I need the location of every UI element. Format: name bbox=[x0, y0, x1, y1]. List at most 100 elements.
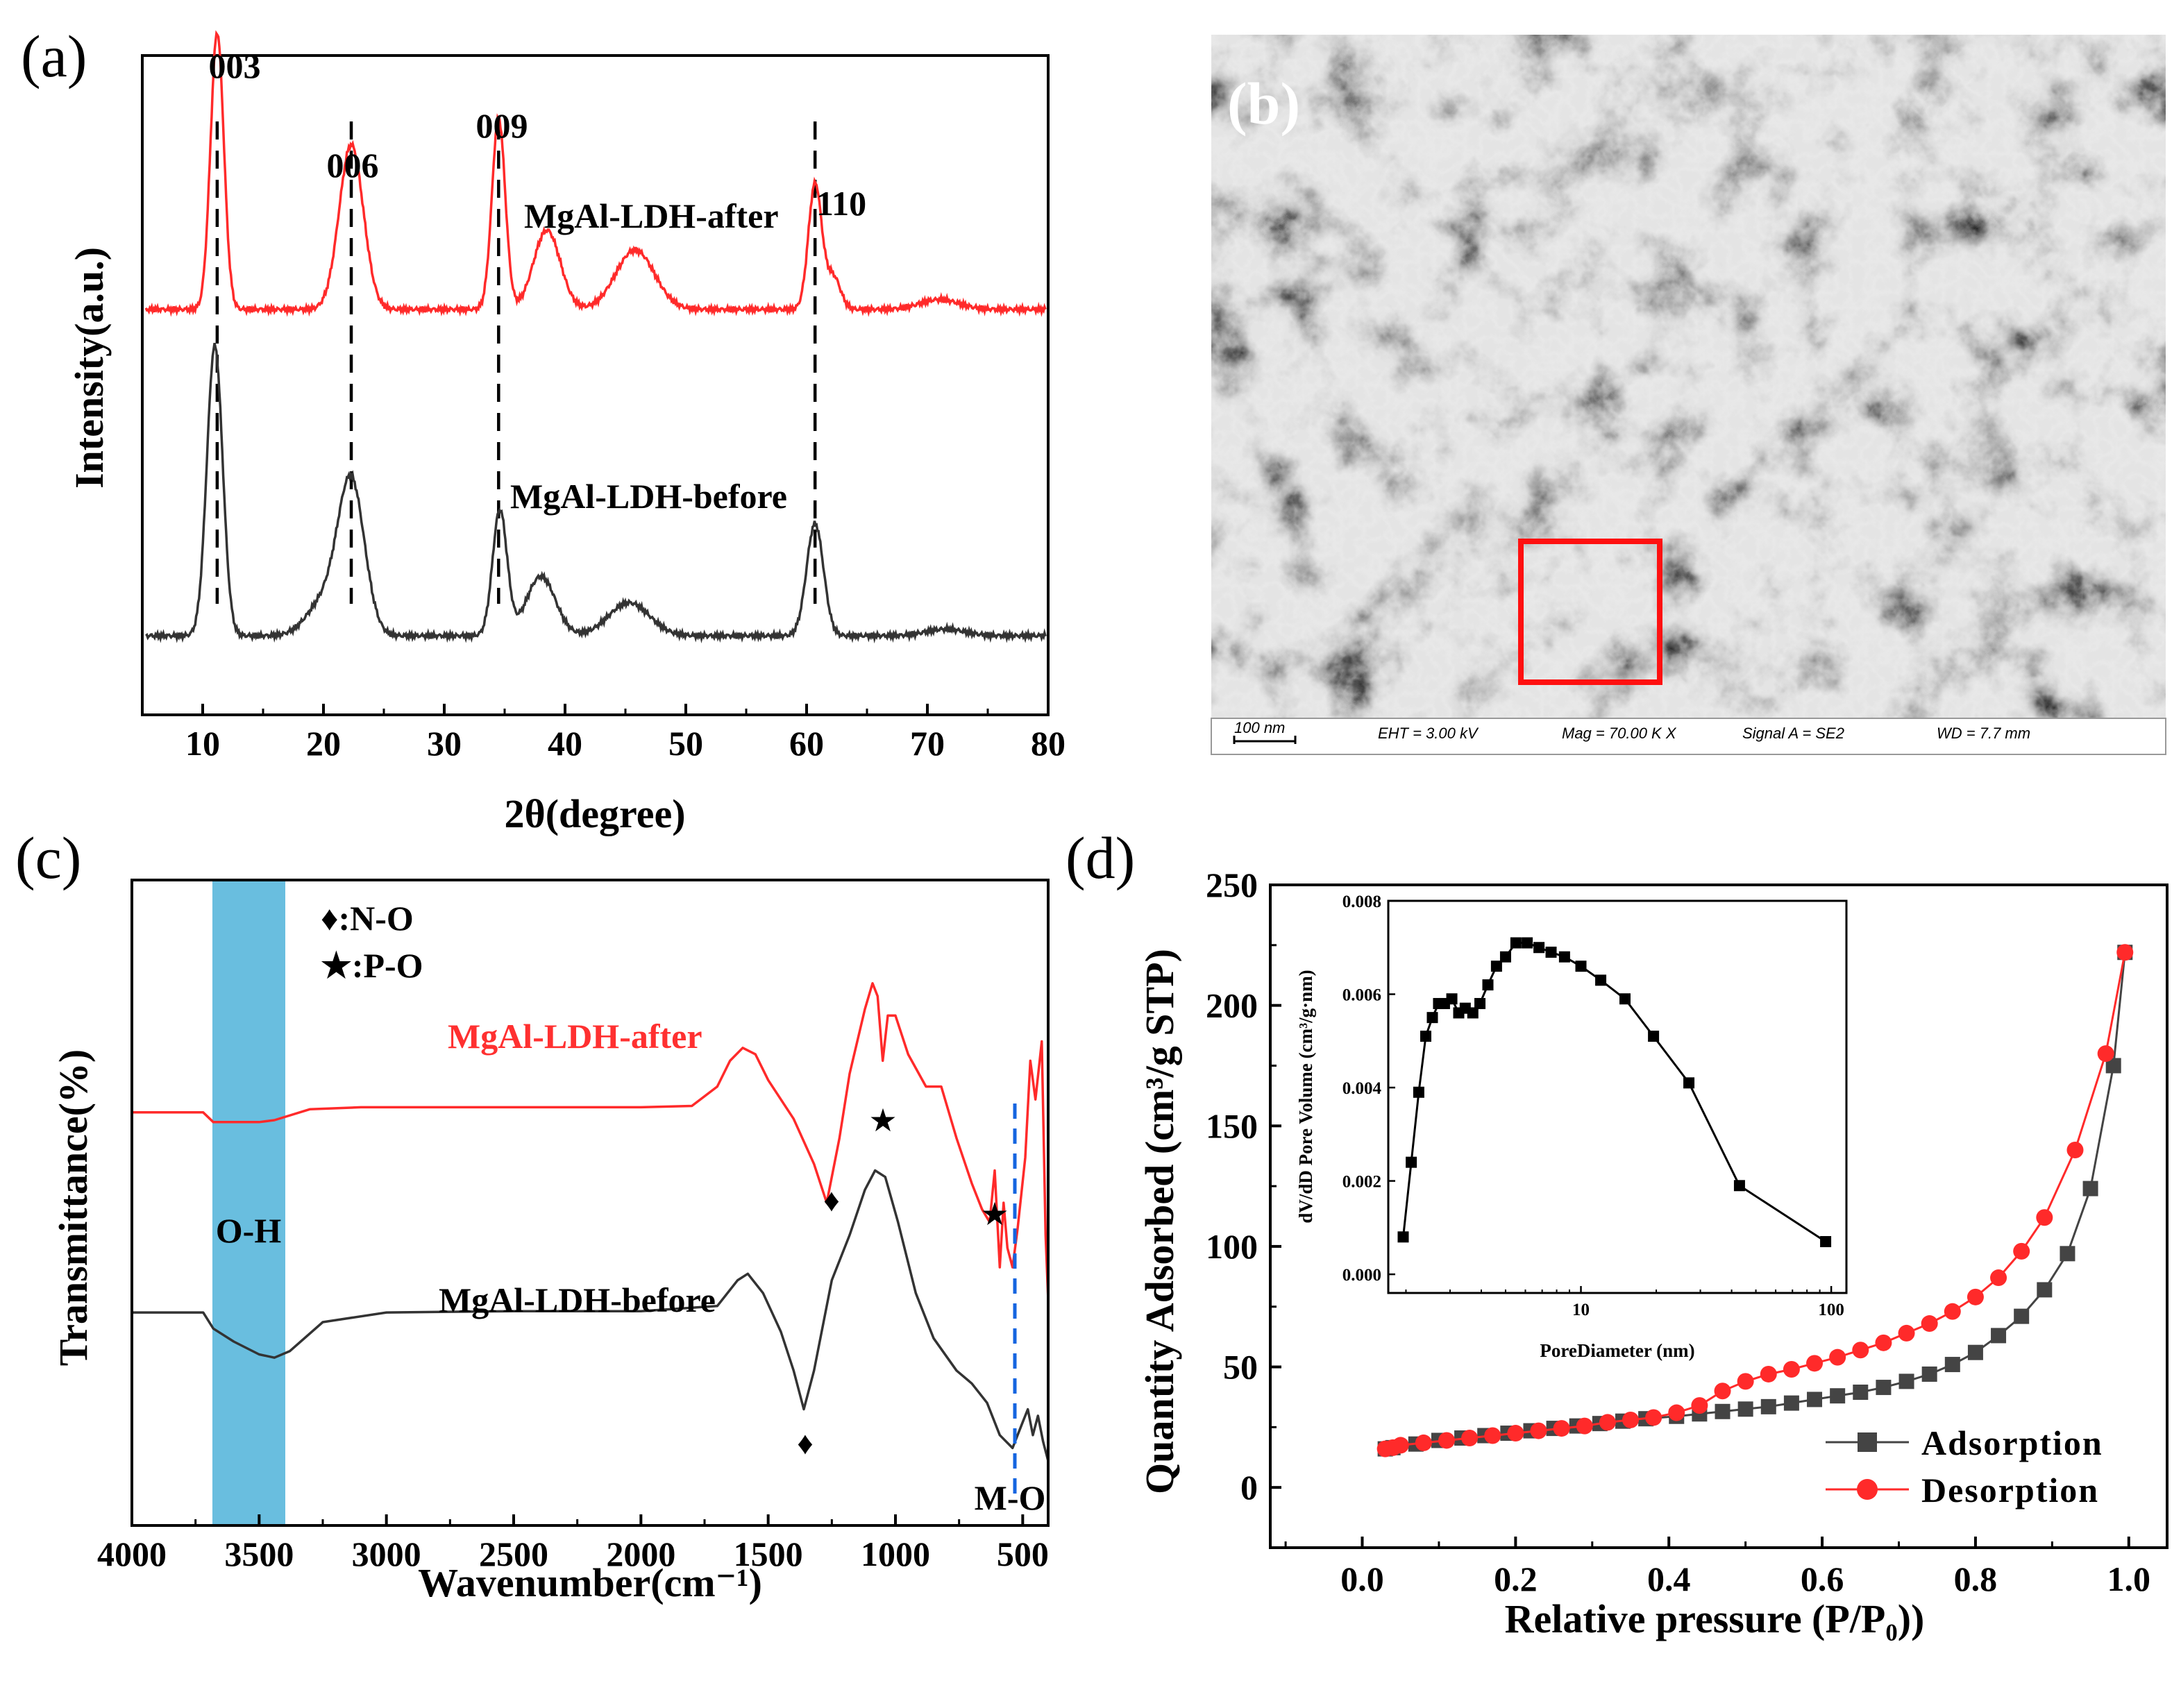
pore-distribution-point bbox=[1683, 1077, 1695, 1089]
c-x-tick-label: 3500 bbox=[224, 1534, 294, 1573]
desorption-point bbox=[1376, 1440, 1394, 1457]
sem-highlight-box bbox=[1518, 539, 1662, 685]
panel-d-inset: 10 100 0.000 0.002 0.004 0.006 0.008 PoreDiame… bbox=[1295, 893, 1848, 1361]
desorption-point bbox=[1921, 1315, 1938, 1333]
inset-x-tick-label: 10 bbox=[1572, 1301, 1590, 1319]
d-y-tick-label: 0 bbox=[1240, 1468, 1258, 1507]
inset-x-tick-label: 100 bbox=[1818, 1301, 1844, 1319]
panel-b: 100 nm EHT = 3.00 kV Mag = 70.00 K X Sig… bbox=[1211, 35, 2166, 755]
desorption-point bbox=[1576, 1417, 1593, 1435]
panel-c-y-axis-title: Transmittance(%) bbox=[51, 1049, 96, 1366]
mo-label: M-O bbox=[975, 1478, 1046, 1517]
desorption-point bbox=[1415, 1434, 1432, 1451]
adsorption-point bbox=[1944, 1357, 1960, 1373]
pore-distribution-point bbox=[1820, 1236, 1832, 1248]
desorption-point bbox=[1875, 1334, 1892, 1351]
c-x-tick-label: 2500 bbox=[479, 1534, 548, 1573]
legend-adsorption-marker bbox=[1858, 1432, 1877, 1452]
desorption-point bbox=[1967, 1288, 1984, 1305]
inset-background bbox=[1388, 901, 1846, 1293]
legend-desorption-marker bbox=[1857, 1479, 1878, 1500]
adsorption-point bbox=[2014, 1308, 2030, 1324]
panel-a-plot bbox=[144, 30, 1047, 644]
pore-distribution-point bbox=[1474, 997, 1486, 1009]
adsorption-point bbox=[2060, 1246, 2075, 1262]
series-label-before: MgAl-LDH-before bbox=[510, 477, 787, 516]
pore-distribution-point bbox=[1595, 974, 1607, 986]
desorption-point bbox=[1806, 1355, 1824, 1372]
desorption-point bbox=[2036, 1209, 2053, 1226]
panel-c-frame bbox=[130, 879, 1050, 1527]
panel-d-axes: 0.0 0.2 0.4 0.6 0.8 1.0 0 50 100 150 200 250 bbox=[1206, 865, 2150, 1598]
adsorption-point bbox=[1715, 1403, 1731, 1419]
pore-distribution-point bbox=[1446, 993, 1458, 1005]
p-o-marker-after-1: ★ bbox=[868, 1103, 897, 1138]
pore-distribution-point bbox=[1619, 993, 1631, 1005]
a-x-tick-label: 50 bbox=[668, 724, 703, 763]
a-x-tick-label: 30 bbox=[427, 724, 462, 763]
desorption-point bbox=[1668, 1404, 1685, 1421]
panel-a-frame bbox=[141, 54, 1050, 716]
a-x-tick-label: 10 bbox=[185, 724, 220, 763]
sem-mag: Mag = 70.00 K X bbox=[1562, 725, 1677, 742]
series-label-after-c: MgAl-LDH-after bbox=[448, 1017, 702, 1056]
panel-d-y-axis-title: Quantity Adsorbed (cm³/g STP) bbox=[1137, 949, 1182, 1494]
desorption-point bbox=[1944, 1303, 1961, 1320]
d-x-tick-label: 0.0 bbox=[1340, 1559, 1384, 1598]
inset-y-axis-title: dV/dD Pore Volume (cm³/g·nm) bbox=[1295, 970, 1316, 1223]
inset-y-tick-label: 0.006 bbox=[1342, 986, 1381, 1005]
series-label-before-c: MgAl-LDH-before bbox=[439, 1280, 716, 1319]
pore-distribution-point bbox=[1575, 961, 1587, 972]
sem-eht: EHT = 3.00 kV bbox=[1378, 725, 1479, 742]
peak-label-009: 009 bbox=[476, 106, 528, 145]
inset-y-tick-label: 0.008 bbox=[1342, 893, 1381, 911]
inset-axes: 10 100 0.000 0.002 0.004 0.006 0.008 bbox=[1342, 893, 1844, 1319]
desorption-point bbox=[1530, 1422, 1547, 1439]
pore-distribution-point bbox=[1406, 1156, 1417, 1168]
d-x-tick-label: 0.8 bbox=[1954, 1559, 1998, 1598]
desorption-point bbox=[1691, 1397, 1708, 1414]
a-x-tick-label: 40 bbox=[548, 724, 582, 763]
panel-d-label: (d) bbox=[1066, 825, 1135, 891]
d-y-tick-label: 250 bbox=[1206, 865, 1258, 904]
panel-a-x-axis-title: 2θ(degree) bbox=[504, 791, 685, 836]
d-x-tick-label: 0.4 bbox=[1647, 1559, 1691, 1598]
desorption-point bbox=[1829, 1348, 1846, 1366]
pore-distribution-point bbox=[1533, 942, 1545, 954]
pore-distribution-point bbox=[1482, 979, 1494, 991]
desorption-point bbox=[1645, 1409, 1662, 1426]
n-o-marker-after: ♦ bbox=[823, 1183, 839, 1218]
isotherm-line-desorption bbox=[1385, 952, 2126, 1451]
panel-d-x-axis-title: Relative pressure (P/P₀)) bbox=[1505, 1596, 1925, 1641]
desorption-point bbox=[1783, 1361, 1800, 1378]
desorption-point bbox=[1737, 1373, 1754, 1390]
desorption-point bbox=[1599, 1414, 1616, 1431]
sem-wd: WD = 7.7 mm bbox=[1937, 725, 2030, 742]
ftir-curve-before bbox=[132, 1169, 1050, 1462]
c-x-tick-label: 500 bbox=[997, 1534, 1049, 1573]
d-x-tick-label: 0.2 bbox=[1494, 1559, 1538, 1598]
legend-desorption: Desorption bbox=[1921, 1471, 2099, 1510]
panel-a-y-axis-title: Intensity(a.u.) bbox=[67, 247, 112, 489]
adsorption-point bbox=[1737, 1401, 1753, 1417]
panel-c-plot bbox=[132, 982, 1050, 1462]
panel-c-x-axis-title: Wavenumber(cm⁻¹) bbox=[418, 1560, 762, 1605]
adsorption-point bbox=[1967, 1344, 1983, 1360]
adsorption-point bbox=[1760, 1398, 1776, 1414]
adsorption-point bbox=[2082, 1181, 2098, 1197]
pore-distribution-point bbox=[1733, 1180, 1745, 1192]
pore-distribution-point bbox=[1499, 951, 1511, 963]
desorption-point bbox=[2013, 1242, 2030, 1260]
pore-distribution-point bbox=[1420, 1031, 1432, 1042]
oh-band bbox=[212, 880, 285, 1525]
adsorption-point bbox=[1783, 1395, 1799, 1411]
desorption-point bbox=[1714, 1383, 1731, 1400]
desorption-point bbox=[2097, 1045, 2114, 1063]
sem-texture bbox=[1211, 35, 2166, 718]
adsorption-point bbox=[1991, 1328, 2007, 1344]
adsorption-point bbox=[1898, 1373, 1914, 1389]
pore-distribution-point bbox=[1426, 1012, 1438, 1024]
a-x-tick-label: 70 bbox=[910, 724, 945, 763]
pore-distribution-point bbox=[1467, 1007, 1479, 1019]
